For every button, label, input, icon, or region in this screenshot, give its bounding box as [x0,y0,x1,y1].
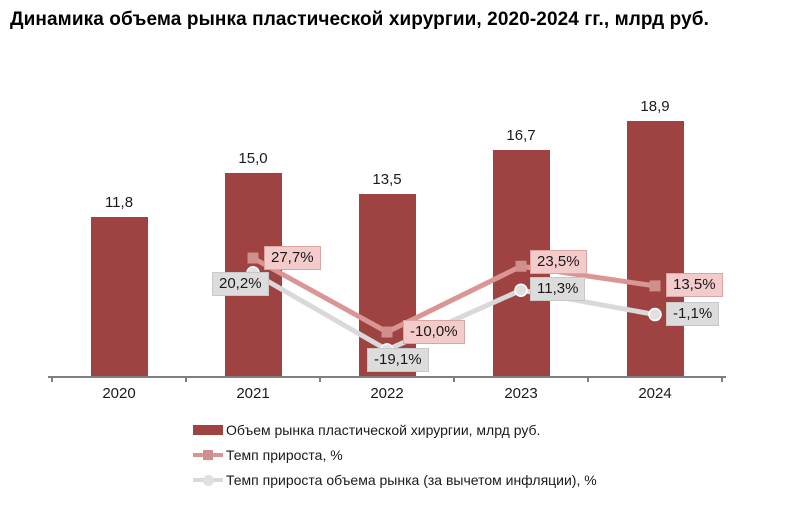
real-growth-value-label: 20,2% [212,271,269,296]
bar-2020 [90,217,148,377]
growth-value-label: -10,0% [403,320,465,345]
x-axis-tick [319,377,321,382]
chart-title: Динамика объема рынка пластической хирур… [10,9,710,30]
bar-value-label: 18,9 [640,98,670,115]
bar-2024 [626,121,684,377]
line-circle-marker-icon [193,474,223,487]
growth-value-label: 13,5% [666,272,723,297]
x-axis-label-2023: 2023 [504,385,538,402]
legend-label-real-growth-line: Темп прироста объема рынка (за вычетом и… [226,472,597,488]
legend: Объем рынка пластической хирургии, млрд … [193,422,597,488]
growth-value-label: 23,5% [530,250,587,275]
line-square-marker-icon [193,449,223,462]
legend-label-growth-line: Темп прироста, % [226,447,343,463]
legend-item-growth-line: Темп прироста, % [193,447,597,463]
real-growth-value-label: -1,1% [666,301,720,326]
bar-value-label: 13,5 [372,171,402,188]
x-axis-tick [453,377,455,382]
x-axis-label-2022: 2022 [370,385,404,402]
bar-value-label: 11,8 [104,194,134,211]
x-axis-tick [721,377,723,382]
x-axis-tick [185,377,187,382]
real-growth-value-label: 11,3% [530,277,586,302]
legend-item-bar-series: Объем рынка пластической хирургии, млрд … [193,422,597,438]
x-axis-tick [587,377,589,382]
legend-label-bar-series: Объем рынка пластической хирургии, млрд … [226,422,541,438]
bar-swatch-icon [193,425,223,435]
x-axis-label-2020: 2020 [102,385,136,402]
bar-value-label: 16,7 [506,127,536,144]
legend-item-real-growth-line: Темп прироста объема рынка (за вычетом и… [193,472,597,488]
x-axis [48,376,726,378]
x-axis-tick [51,377,53,382]
real-growth-value-label: -19,1% [367,347,429,372]
growth-value-label: 27,7% [264,246,321,271]
bar-value-label: 15,0 [238,150,268,167]
x-axis-label-2021: 2021 [236,385,270,402]
x-axis-label-2024: 2024 [638,385,672,402]
